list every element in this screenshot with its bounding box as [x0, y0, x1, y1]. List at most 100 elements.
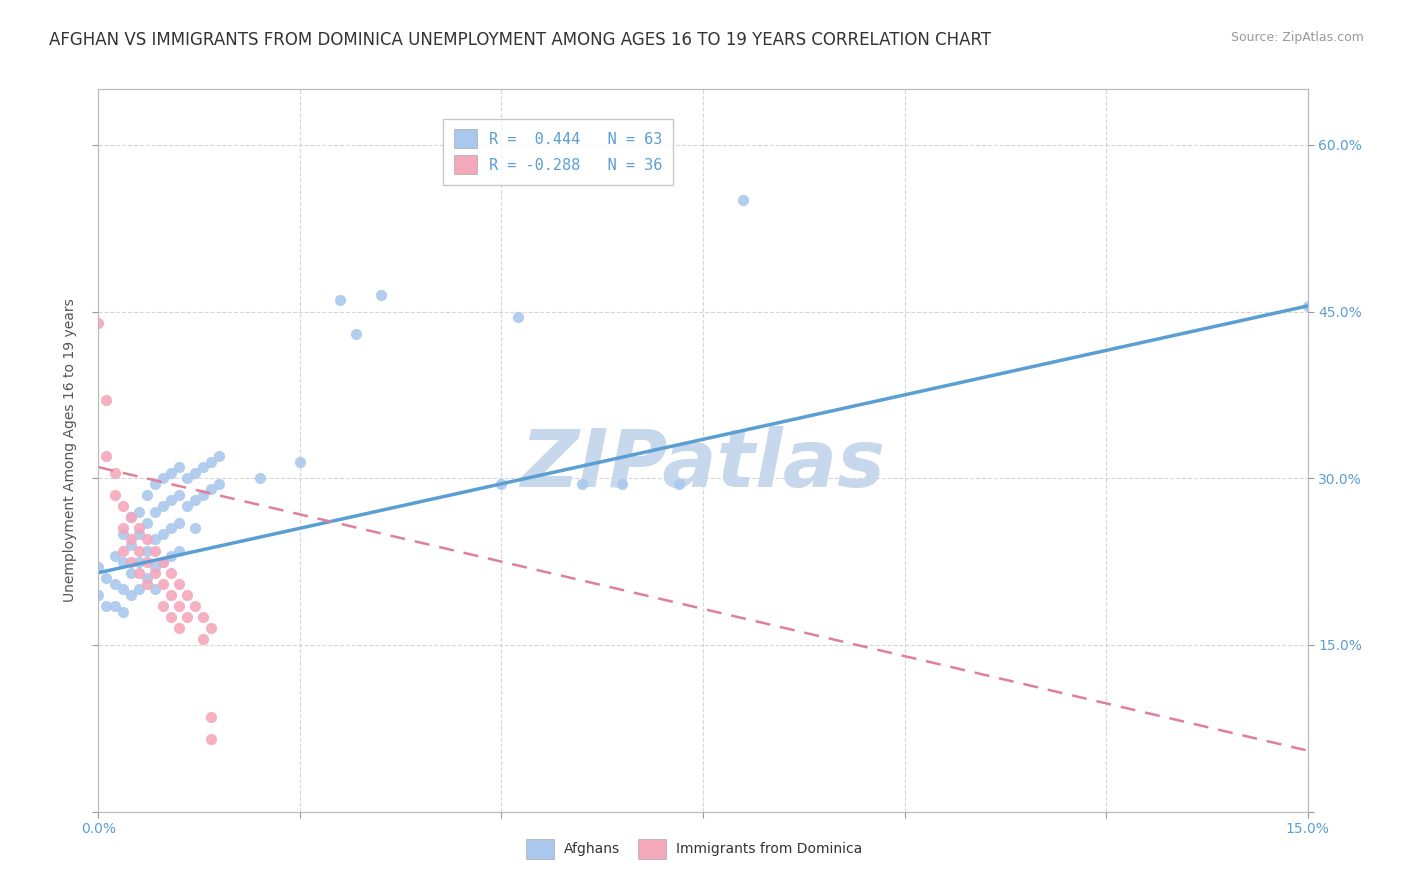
Point — [135, 571, 157, 585]
Point — [152, 555, 174, 569]
Point — [344, 326, 367, 341]
Point — [103, 577, 125, 591]
Point — [135, 555, 157, 569]
Point — [200, 483, 222, 497]
Point — [111, 543, 134, 558]
Point — [184, 466, 207, 480]
Point — [87, 316, 110, 330]
Point — [200, 732, 222, 747]
Point — [184, 599, 207, 613]
Point — [200, 454, 222, 468]
Point — [200, 621, 222, 635]
Point — [288, 454, 311, 468]
Point — [167, 516, 190, 530]
Point — [176, 588, 198, 602]
Point — [128, 555, 150, 569]
Point — [176, 610, 198, 624]
Point — [96, 449, 118, 463]
Point — [103, 549, 125, 563]
Point — [120, 538, 142, 552]
Point — [193, 460, 215, 475]
Point — [167, 577, 190, 591]
Point — [128, 543, 150, 558]
Point — [193, 488, 215, 502]
Point — [152, 599, 174, 613]
Point — [143, 582, 166, 597]
Point — [167, 543, 190, 558]
Point — [135, 488, 157, 502]
Point — [176, 471, 198, 485]
Point — [96, 393, 118, 408]
Point — [160, 521, 183, 535]
Point — [128, 582, 150, 597]
Point — [160, 566, 183, 580]
Point — [176, 499, 198, 513]
Point — [135, 577, 157, 591]
Point — [96, 571, 118, 585]
Point — [160, 610, 183, 624]
Point — [111, 605, 134, 619]
Point — [111, 521, 134, 535]
Text: Afghans: Afghans — [564, 842, 620, 856]
Point — [193, 610, 215, 624]
Point — [193, 632, 215, 647]
Point — [370, 288, 392, 302]
Point — [167, 599, 190, 613]
Point — [571, 476, 593, 491]
Point — [733, 194, 755, 208]
Point — [160, 493, 183, 508]
Point — [167, 621, 190, 635]
Point — [152, 577, 174, 591]
Point — [200, 710, 222, 724]
Point — [143, 505, 166, 519]
Point — [120, 510, 142, 524]
Point — [128, 526, 150, 541]
Point — [111, 499, 134, 513]
Legend: R =  0.444   N = 63, R = -0.288   N = 36: R = 0.444 N = 63, R = -0.288 N = 36 — [443, 119, 673, 185]
Point — [160, 466, 183, 480]
Point — [167, 460, 190, 475]
Point — [128, 505, 150, 519]
Point — [120, 510, 142, 524]
Point — [668, 476, 690, 491]
Point — [103, 466, 125, 480]
Point — [208, 449, 231, 463]
Point — [120, 566, 142, 580]
Point — [184, 493, 207, 508]
Text: Source: ZipAtlas.com: Source: ZipAtlas.com — [1230, 31, 1364, 45]
Point — [208, 476, 231, 491]
Point — [135, 543, 157, 558]
Text: ZIPatlas: ZIPatlas — [520, 425, 886, 504]
Point — [152, 471, 174, 485]
Point — [120, 533, 142, 547]
Point — [87, 560, 110, 574]
Point — [128, 521, 150, 535]
Point — [143, 476, 166, 491]
Point — [96, 599, 118, 613]
Point — [128, 566, 150, 580]
Point — [491, 476, 513, 491]
Point — [111, 555, 134, 569]
Point — [152, 499, 174, 513]
Point — [143, 560, 166, 574]
Text: Immigrants from Dominica: Immigrants from Dominica — [676, 842, 862, 856]
Point — [612, 476, 634, 491]
Point — [103, 488, 125, 502]
Point — [143, 543, 166, 558]
Point — [143, 533, 166, 547]
Point — [135, 516, 157, 530]
Point — [111, 582, 134, 597]
Y-axis label: Unemployment Among Ages 16 to 19 years: Unemployment Among Ages 16 to 19 years — [63, 299, 77, 602]
Point — [120, 555, 142, 569]
Point — [160, 549, 183, 563]
Point — [111, 526, 134, 541]
Point — [87, 588, 110, 602]
Point — [143, 566, 166, 580]
Point — [135, 533, 157, 547]
Point — [103, 599, 125, 613]
Point — [506, 310, 529, 324]
Point — [184, 521, 207, 535]
Point — [329, 293, 352, 308]
Point — [160, 588, 183, 602]
Point — [249, 471, 271, 485]
